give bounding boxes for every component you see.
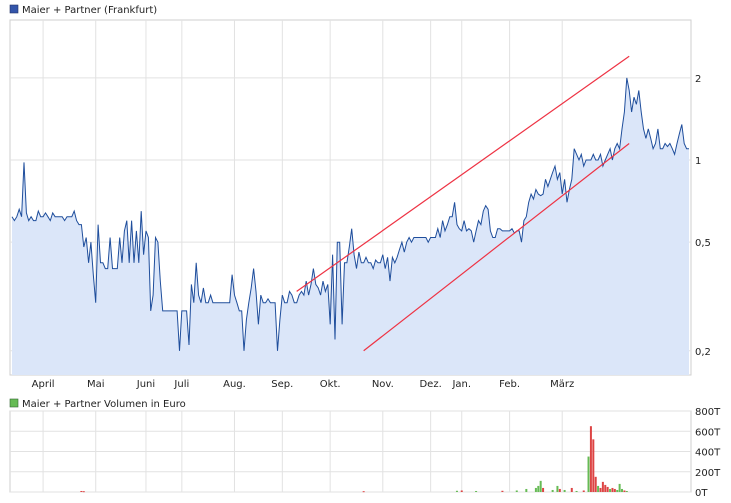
volume-bar-31	[613, 488, 616, 492]
month-label-4: Aug.	[223, 379, 246, 390]
volume-bar-36	[625, 490, 628, 492]
volume-legend-swatch	[9, 398, 19, 408]
volume-bar-19	[582, 490, 585, 492]
price-y-tick-1: 0,5	[695, 238, 711, 249]
volume-legend-label: Maier + Partner Volumen in Euro	[22, 399, 186, 410]
month-label-9: Jan.	[451, 379, 471, 390]
volume-bar-30	[611, 487, 614, 492]
price-y-tick-2: 1	[695, 156, 701, 167]
volume-bar-17	[570, 487, 573, 492]
volume-panel: Maier + Partner Volumen in Euro 0T 200T 40…	[9, 398, 721, 499]
month-label-7: Nov.	[372, 379, 394, 390]
volume-bar-14	[556, 485, 559, 492]
month-label-2: Juni	[136, 379, 155, 390]
price-legend-label: Maier + Partner (Frankfurt)	[22, 5, 157, 16]
volume-bar-2	[362, 491, 365, 493]
volume-bar-35	[623, 490, 626, 492]
trend-channel	[296, 55, 630, 352]
volume-bar-13	[551, 489, 554, 492]
month-label-6: Okt.	[320, 379, 341, 390]
trend-line-0	[296, 55, 630, 292]
trend-line-1	[363, 143, 630, 352]
month-label-8: Dez.	[419, 379, 441, 390]
price-y-tick-0: 0,2	[695, 347, 711, 358]
volume-bar-3	[455, 490, 458, 492]
volume-y-tick-0: 0T	[695, 488, 708, 499]
volume-bar-8	[525, 488, 528, 492]
volume-bars	[80, 426, 628, 493]
month-label-3: Juli	[173, 379, 189, 390]
volume-y-axis: 0T 200T 400T 600T 800T	[695, 407, 721, 499]
volume-bar-34	[621, 488, 624, 492]
month-label-5: Sep.	[271, 379, 293, 390]
month-label-10: Feb.	[499, 379, 520, 390]
price-y-tick-3: 2	[695, 74, 701, 85]
volume-bar-23	[594, 476, 597, 492]
volume-bar-16	[563, 489, 566, 492]
volume-y-tick-4: 800T	[695, 407, 721, 418]
volume-bar-0	[80, 490, 83, 492]
month-label-1: Mai	[87, 379, 105, 390]
volume-bar-24	[597, 485, 600, 492]
volume-bar-27	[604, 484, 607, 492]
volume-bar-15	[558, 488, 561, 492]
volume-bar-9	[534, 487, 537, 492]
price-y-axis: 0,2 0,5 1 2	[695, 74, 711, 358]
volume-bar-18	[575, 490, 578, 492]
volume-y-tick-3: 600T	[695, 427, 721, 438]
month-label-0: April	[32, 379, 55, 390]
volume-bar-4	[460, 490, 463, 492]
volume-bar-5	[475, 490, 478, 492]
volume-bar-22	[592, 439, 595, 492]
volume-y-tick-1: 200T	[695, 468, 721, 479]
price-area	[12, 77, 689, 376]
price-x-axis: April Mai Juni Juli Aug. Sep. Okt. Nov. Dez. Jan.…	[32, 379, 575, 390]
price-line	[11, 77, 689, 351]
volume-bar-26	[601, 481, 604, 492]
volume-bar-12	[542, 487, 545, 492]
volume-bar-20	[587, 456, 590, 492]
volume-y-tick-2: 400T	[695, 448, 721, 459]
volume-bar-21	[589, 426, 592, 492]
volume-bar-28	[606, 486, 609, 492]
volume-bar-7	[515, 490, 518, 492]
price-panel: Maier + Partner (Frankfurt) 0,2 0,5 1 2 Apr…	[9, 4, 711, 390]
price-legend-swatch	[9, 4, 19, 14]
volume-bar-11	[539, 480, 542, 492]
month-label-11: März	[550, 379, 574, 390]
volume-bar-32	[616, 489, 619, 492]
volume-bar-10	[537, 485, 540, 492]
volume-grid	[10, 410, 691, 493]
volume-bar-29	[609, 488, 612, 492]
volume-bar-6	[501, 490, 504, 492]
volume-bar-1	[82, 491, 85, 493]
volume-bar-33	[618, 483, 621, 492]
volume-bar-25	[599, 487, 602, 492]
